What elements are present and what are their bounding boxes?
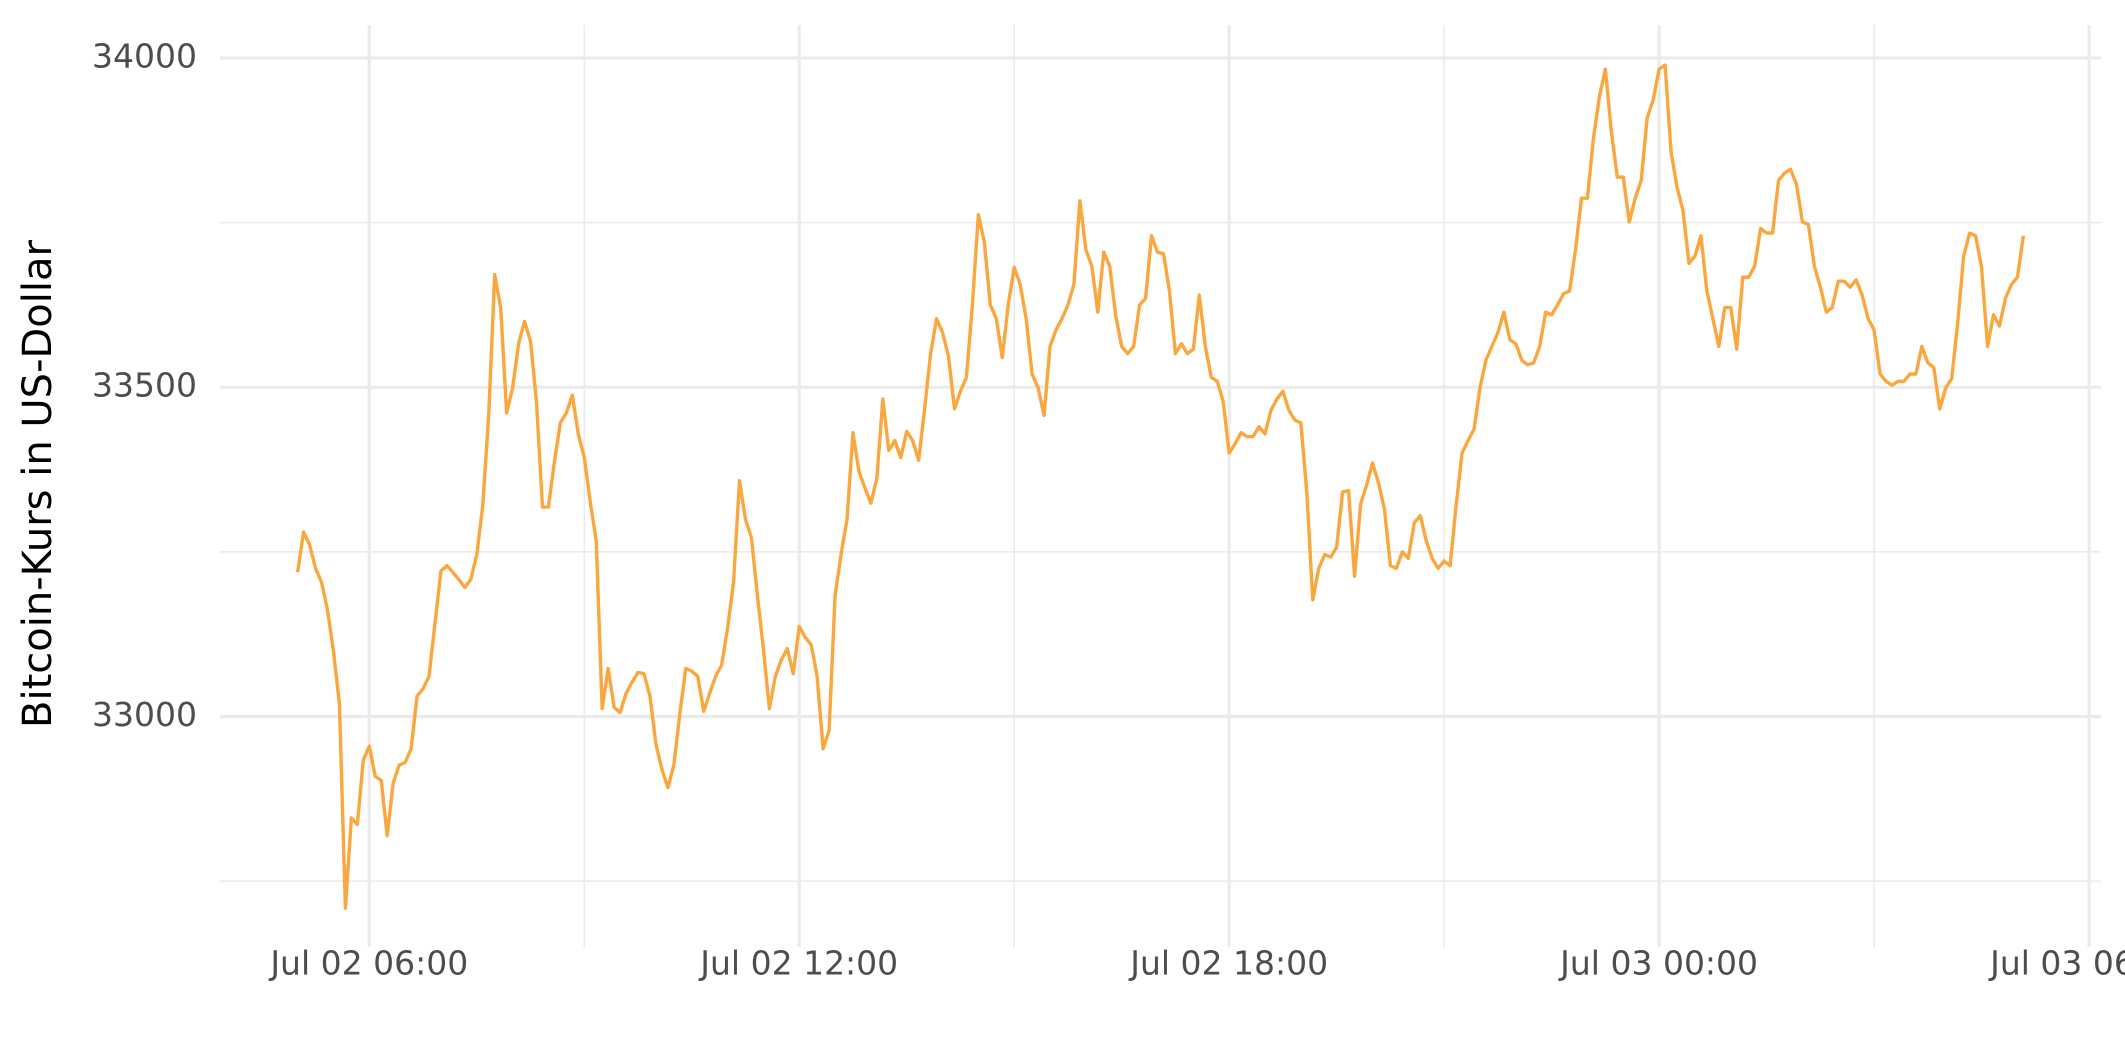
x-tick-label: Jul 03 00:00 <box>1558 944 1758 983</box>
price-line <box>295 63 2026 910</box>
x-tick-label: Jul 02 06:00 <box>268 944 468 983</box>
y-axis-title: Bitcoin-Kurs in US-Dollar <box>15 239 61 727</box>
y-tick-label: 34000 <box>92 36 197 75</box>
x-tick-label: Jul 02 18:00 <box>1128 944 1328 983</box>
x-tick-label: Jul 03 06:00 <box>1988 944 2125 983</box>
x-tick-label: Jul 02 12:00 <box>698 944 898 983</box>
y-tick-label: 33500 <box>92 366 197 405</box>
y-tick-label: 33000 <box>92 695 197 734</box>
